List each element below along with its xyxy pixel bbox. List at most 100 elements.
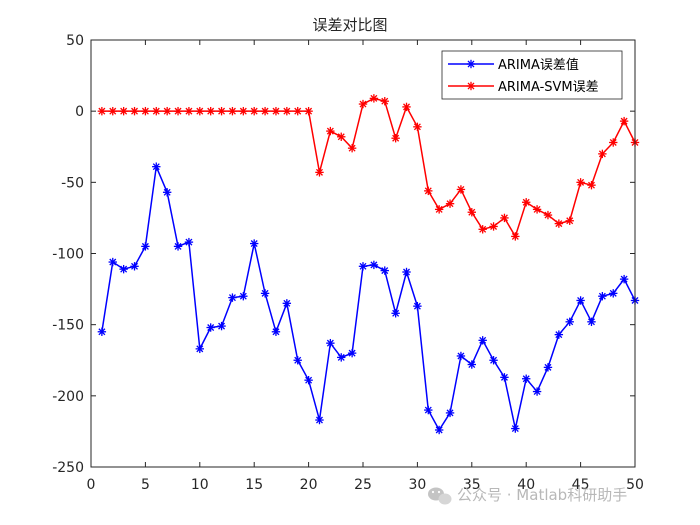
series-layer <box>97 94 640 435</box>
data-point <box>206 323 215 332</box>
data-point <box>456 185 466 194</box>
data-point <box>228 106 237 116</box>
series-1 <box>97 94 640 241</box>
data-point <box>532 205 542 214</box>
data-point <box>337 132 346 141</box>
data-point <box>445 199 455 208</box>
data-point <box>619 116 629 126</box>
data-point <box>97 106 107 116</box>
data-point <box>489 356 498 365</box>
wechat-icon <box>428 487 452 505</box>
y-tick-label: -100 <box>52 247 84 263</box>
data-point <box>380 266 389 275</box>
data-point <box>282 106 292 116</box>
y-tick-label: -150 <box>52 318 84 334</box>
data-point <box>532 387 542 396</box>
data-point <box>424 186 433 196</box>
data-point <box>543 363 553 372</box>
data-point <box>554 219 564 228</box>
data-point <box>293 106 302 116</box>
plot-frame <box>90 39 636 468</box>
data-point <box>119 106 128 116</box>
data-point <box>434 425 444 435</box>
data-point <box>271 106 281 116</box>
data-point <box>369 94 379 103</box>
data-point <box>217 106 226 116</box>
data-point <box>467 208 476 217</box>
data-point <box>108 106 117 116</box>
data-point <box>598 292 607 301</box>
data-point <box>543 210 553 220</box>
data-point <box>304 375 313 385</box>
data-point <box>326 126 335 136</box>
x-tick-label: 15 <box>245 477 263 493</box>
data-point <box>598 149 607 159</box>
x-axis: 0 5 10 15 20 25 30 35 40 45 50 <box>87 40 644 493</box>
data-point <box>184 237 194 247</box>
y-tick-label: 0 <box>75 104 84 120</box>
data-point <box>141 106 150 116</box>
data-point <box>489 222 498 231</box>
data-point <box>609 138 618 147</box>
data-point <box>587 317 596 327</box>
legend-label-arima-svm: ARIMA-SVM误差 <box>498 80 599 95</box>
data-point <box>162 188 172 197</box>
series-0 <box>97 162 640 435</box>
data-point <box>206 106 215 116</box>
watermark-text: 公众号 · Matlab科研助手 <box>457 486 627 504</box>
watermark: 公众号 · Matlab科研助手 <box>428 486 627 505</box>
data-point <box>565 216 574 225</box>
legend-marker-arima-svm <box>466 81 476 91</box>
data-point <box>369 260 379 270</box>
data-point <box>315 168 324 177</box>
x-tick-label: 5 <box>141 477 150 493</box>
data-point <box>576 296 585 305</box>
data-point <box>217 321 226 331</box>
x-tick-label: 20 <box>300 477 318 493</box>
data-point <box>402 267 411 277</box>
data-point <box>152 162 161 171</box>
data-point <box>554 330 564 339</box>
data-point <box>522 374 531 383</box>
data-point <box>195 344 204 354</box>
data-point <box>152 106 161 116</box>
x-tick-label: 40 <box>517 477 535 493</box>
data-point <box>173 242 183 251</box>
data-point <box>609 289 618 298</box>
x-tick-label: 25 <box>354 477 372 493</box>
legend-label-arima: ARIMA误差值 <box>498 57 579 73</box>
data-point <box>304 106 313 116</box>
data-point <box>402 102 411 112</box>
y-tick-label: -250 <box>52 460 84 476</box>
data-point <box>347 348 357 358</box>
data-point <box>358 262 368 271</box>
data-point <box>500 213 509 223</box>
data-point <box>413 301 422 311</box>
data-point <box>434 205 444 214</box>
data-point <box>326 338 335 348</box>
chart-title: 误差对比图 <box>312 16 387 34</box>
data-point <box>97 327 107 336</box>
data-point <box>260 106 270 116</box>
data-point <box>293 356 302 365</box>
data-point <box>391 309 400 318</box>
x-tick-label: 0 <box>87 477 96 493</box>
legend-marker-arima <box>466 59 476 69</box>
data-point <box>565 317 574 327</box>
legend: ARIMA误差值 ARIMA-SVM误差 <box>441 50 623 100</box>
data-point <box>250 239 259 248</box>
x-tick-label: 30 <box>408 477 426 493</box>
x-tick-label: 10 <box>191 477 209 493</box>
data-point <box>478 336 487 345</box>
data-point <box>228 293 237 302</box>
data-point <box>195 106 204 116</box>
data-point <box>250 106 259 116</box>
data-point <box>511 424 520 433</box>
data-point <box>413 122 422 132</box>
data-point <box>576 178 585 187</box>
data-point <box>347 143 357 153</box>
data-point <box>358 99 368 109</box>
y-tick-label: -200 <box>52 389 84 405</box>
data-point <box>260 289 270 298</box>
